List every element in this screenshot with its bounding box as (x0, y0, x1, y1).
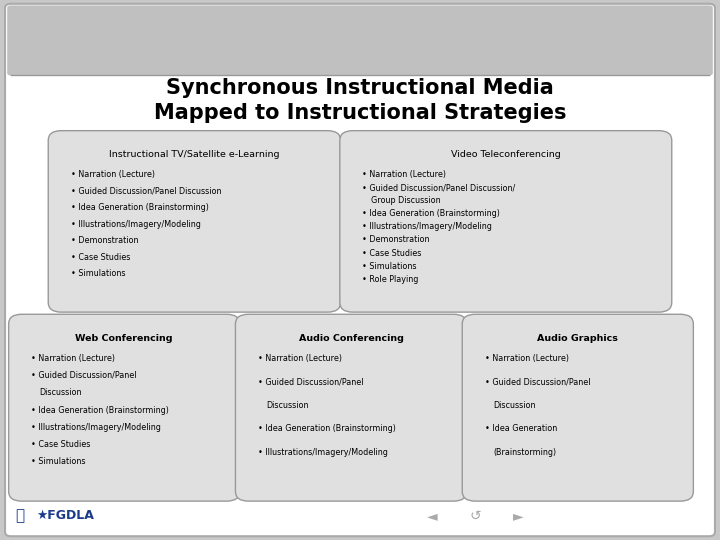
Text: Synchronous Instructional Media
Mapped to Instructional Strategies: Synchronous Instructional Media Mapped t… (154, 78, 566, 123)
Text: • Illustrations/Imagery/Modeling: • Illustrations/Imagery/Modeling (258, 448, 387, 457)
Text: Video Teleconferencing: Video Teleconferencing (451, 150, 561, 159)
FancyBboxPatch shape (462, 314, 693, 501)
Text: • Guided Discussion/Panel: • Guided Discussion/Panel (485, 377, 590, 386)
Text: Instructional TV/Satellite e-Learning: Instructional TV/Satellite e-Learning (109, 150, 279, 159)
Text: • Simulations: • Simulations (71, 269, 125, 279)
Text: ★FGDLA: ★FGDLA (36, 509, 94, 522)
Text: • Idea Generation: • Idea Generation (485, 424, 557, 434)
Text: • Illustrations/Imagery/Modeling: • Illustrations/Imagery/Modeling (362, 222, 492, 232)
Text: • Idea Generation (Brainstorming): • Idea Generation (Brainstorming) (71, 203, 208, 212)
Text: • Idea Generation (Brainstorming): • Idea Generation (Brainstorming) (31, 406, 168, 415)
FancyBboxPatch shape (9, 314, 240, 501)
Text: • Case Studies: • Case Studies (362, 248, 421, 258)
Text: • Case Studies: • Case Studies (31, 440, 90, 449)
Text: Group Discussion: Group Discussion (371, 196, 441, 205)
FancyBboxPatch shape (340, 131, 672, 312)
Text: • Role Playing: • Role Playing (362, 275, 418, 284)
FancyBboxPatch shape (48, 131, 341, 312)
FancyBboxPatch shape (5, 4, 715, 536)
Text: • Illustrations/Imagery/Modeling: • Illustrations/Imagery/Modeling (71, 220, 200, 229)
Text: • Demonstration: • Demonstration (362, 235, 430, 245)
Text: Discussion: Discussion (40, 388, 82, 397)
Text: • Guided Discussion/Panel Discussion: • Guided Discussion/Panel Discussion (71, 187, 221, 195)
Text: ↺: ↺ (469, 509, 481, 523)
Text: ⛨: ⛨ (15, 508, 24, 523)
Text: • Simulations: • Simulations (31, 457, 86, 467)
Text: • Narration (Lecture): • Narration (Lecture) (362, 170, 446, 179)
FancyBboxPatch shape (7, 5, 713, 76)
Text: ◄: ◄ (427, 509, 437, 523)
Text: • Illustrations/Imagery/Modeling: • Illustrations/Imagery/Modeling (31, 423, 161, 432)
Text: Discussion: Discussion (266, 401, 309, 410)
Text: • Guided Discussion/Panel: • Guided Discussion/Panel (258, 377, 364, 386)
Text: • Demonstration: • Demonstration (71, 237, 138, 245)
Text: • Guided Discussion/Panel: • Guided Discussion/Panel (31, 371, 137, 380)
Text: • Narration (Lecture): • Narration (Lecture) (31, 354, 115, 363)
Text: • Narration (Lecture): • Narration (Lecture) (258, 354, 342, 363)
Text: • Idea Generation (Brainstorming): • Idea Generation (Brainstorming) (258, 424, 395, 434)
Text: Audio Conferencing: Audio Conferencing (299, 334, 403, 343)
Text: • Guided Discussion/Panel Discussion/: • Guided Discussion/Panel Discussion/ (362, 183, 516, 192)
Text: • Case Studies: • Case Studies (71, 253, 130, 262)
Text: • Idea Generation (Brainstorming): • Idea Generation (Brainstorming) (362, 210, 500, 218)
Text: Audio Graphics: Audio Graphics (537, 334, 618, 343)
Text: Web Conferencing: Web Conferencing (76, 334, 173, 343)
Text: (Brainstorming): (Brainstorming) (493, 448, 557, 457)
Text: Discussion: Discussion (493, 401, 536, 410)
FancyBboxPatch shape (235, 314, 467, 501)
Text: • Narration (Lecture): • Narration (Lecture) (485, 354, 569, 363)
Text: ►: ► (513, 509, 523, 523)
Text: • Simulations: • Simulations (362, 261, 417, 271)
Text: • Narration (Lecture): • Narration (Lecture) (71, 170, 155, 179)
